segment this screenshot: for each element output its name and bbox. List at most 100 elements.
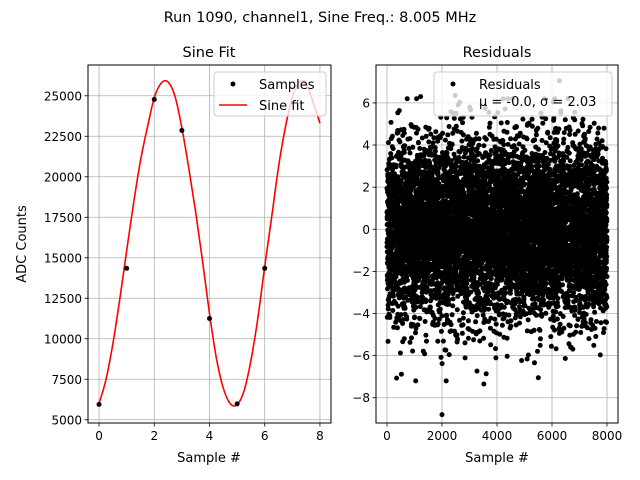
residual-point — [401, 336, 407, 342]
residual-point — [514, 146, 520, 152]
y-tick-label: 25000 — [44, 89, 82, 103]
y-tick-label: 12500 — [44, 292, 82, 306]
residual-point — [465, 318, 471, 324]
residual-point — [446, 352, 452, 358]
residual-point — [438, 328, 444, 334]
residual-point — [411, 322, 416, 328]
residual-point — [435, 321, 441, 327]
residual-point — [481, 335, 487, 341]
residual-point — [422, 319, 428, 324]
residual-point — [493, 346, 498, 352]
residual-point — [409, 335, 414, 341]
residual-point — [423, 332, 429, 338]
residual-point — [475, 158, 481, 164]
y-tick-label: 5000 — [51, 413, 82, 427]
residual-point — [462, 340, 468, 346]
residual-point — [504, 129, 510, 135]
residual-point — [426, 125, 432, 131]
residual-point — [460, 315, 466, 321]
residual-point — [388, 119, 394, 125]
residual-point — [392, 171, 397, 177]
residual-point — [488, 342, 494, 348]
sample-point — [179, 127, 185, 133]
residual-point — [400, 317, 406, 323]
residual-point — [425, 274, 431, 280]
residual-point — [449, 142, 455, 147]
residual-point — [414, 130, 419, 136]
residual-point — [415, 126, 421, 132]
residual-point — [435, 138, 441, 144]
residual-point — [476, 136, 482, 142]
residual-point — [422, 157, 428, 163]
residual-point — [480, 155, 486, 160]
residual-point — [464, 281, 470, 287]
residual-point — [404, 316, 410, 322]
residual-point — [423, 133, 429, 139]
residual-point — [419, 135, 425, 141]
residual-point — [394, 375, 400, 381]
residual-point — [517, 130, 523, 136]
residual-point — [424, 285, 430, 291]
residual-point — [501, 304, 507, 310]
residual-point — [398, 371, 404, 377]
residual-point — [460, 322, 466, 328]
residual-point — [506, 312, 512, 318]
legend-samples-marker — [230, 81, 236, 87]
sample-point — [262, 265, 268, 271]
sample-point — [207, 316, 212, 322]
residual-point — [454, 307, 460, 313]
residual-point — [397, 350, 403, 356]
residual-point — [424, 338, 429, 344]
residual-point — [395, 303, 401, 309]
residual-point — [433, 160, 439, 166]
y-tick-label: 22500 — [44, 130, 82, 144]
residual-point — [451, 115, 457, 121]
residual-point — [501, 142, 507, 148]
residual-point — [402, 305, 408, 311]
residual-point — [504, 353, 510, 359]
x-tick-label: 2 — [150, 429, 158, 443]
residual-point — [449, 312, 455, 318]
residual-point — [440, 338, 446, 344]
residual-point — [417, 146, 423, 151]
residual-point — [426, 139, 432, 145]
residual-point — [404, 277, 410, 283]
sine-fit-axes: Sine Fit 0 2 4 6 850007500100001250015000175… — [15, 45, 332, 466]
residual-point — [417, 316, 423, 322]
residual-point — [432, 148, 438, 154]
residual-point — [401, 150, 407, 155]
residual-point — [455, 336, 461, 342]
residual-point — [385, 140, 391, 146]
residual-point — [440, 130, 446, 136]
sine-fit-gridlines — [88, 65, 331, 423]
y-tick-label: 10000 — [44, 332, 82, 346]
sine-fit-ticks: 0 2 4 6 850007500100001250015000175002000022… — [44, 89, 324, 443]
residual-point — [394, 325, 400, 331]
residual-point — [459, 330, 465, 336]
residual-point — [443, 378, 449, 384]
residual-point — [437, 306, 443, 312]
residual-point — [477, 328, 483, 334]
figure-suptitle: Run 1090, channel1, Sine Freq.: 8.005 MH… — [164, 10, 477, 26]
residual-point — [498, 120, 504, 126]
residual-point — [433, 129, 439, 135]
residual-point — [387, 315, 393, 320]
sine-fit-title: Sine Fit — [183, 45, 236, 61]
residual-point — [410, 144, 416, 150]
residual-point — [415, 140, 421, 145]
residual-point — [502, 161, 508, 167]
residuals-marks — [384, 78, 610, 418]
residual-point — [395, 130, 401, 136]
residual-point — [508, 318, 514, 324]
residual-point — [413, 304, 419, 310]
residual-point — [446, 124, 452, 129]
sample-point — [124, 265, 130, 271]
residual-point — [388, 151, 394, 157]
residual-point — [476, 142, 482, 148]
residual-point — [439, 313, 445, 319]
residual-point — [499, 322, 505, 328]
residual-point — [430, 140, 436, 146]
y-tick-label: 7500 — [51, 373, 82, 387]
residual-point — [459, 138, 465, 144]
